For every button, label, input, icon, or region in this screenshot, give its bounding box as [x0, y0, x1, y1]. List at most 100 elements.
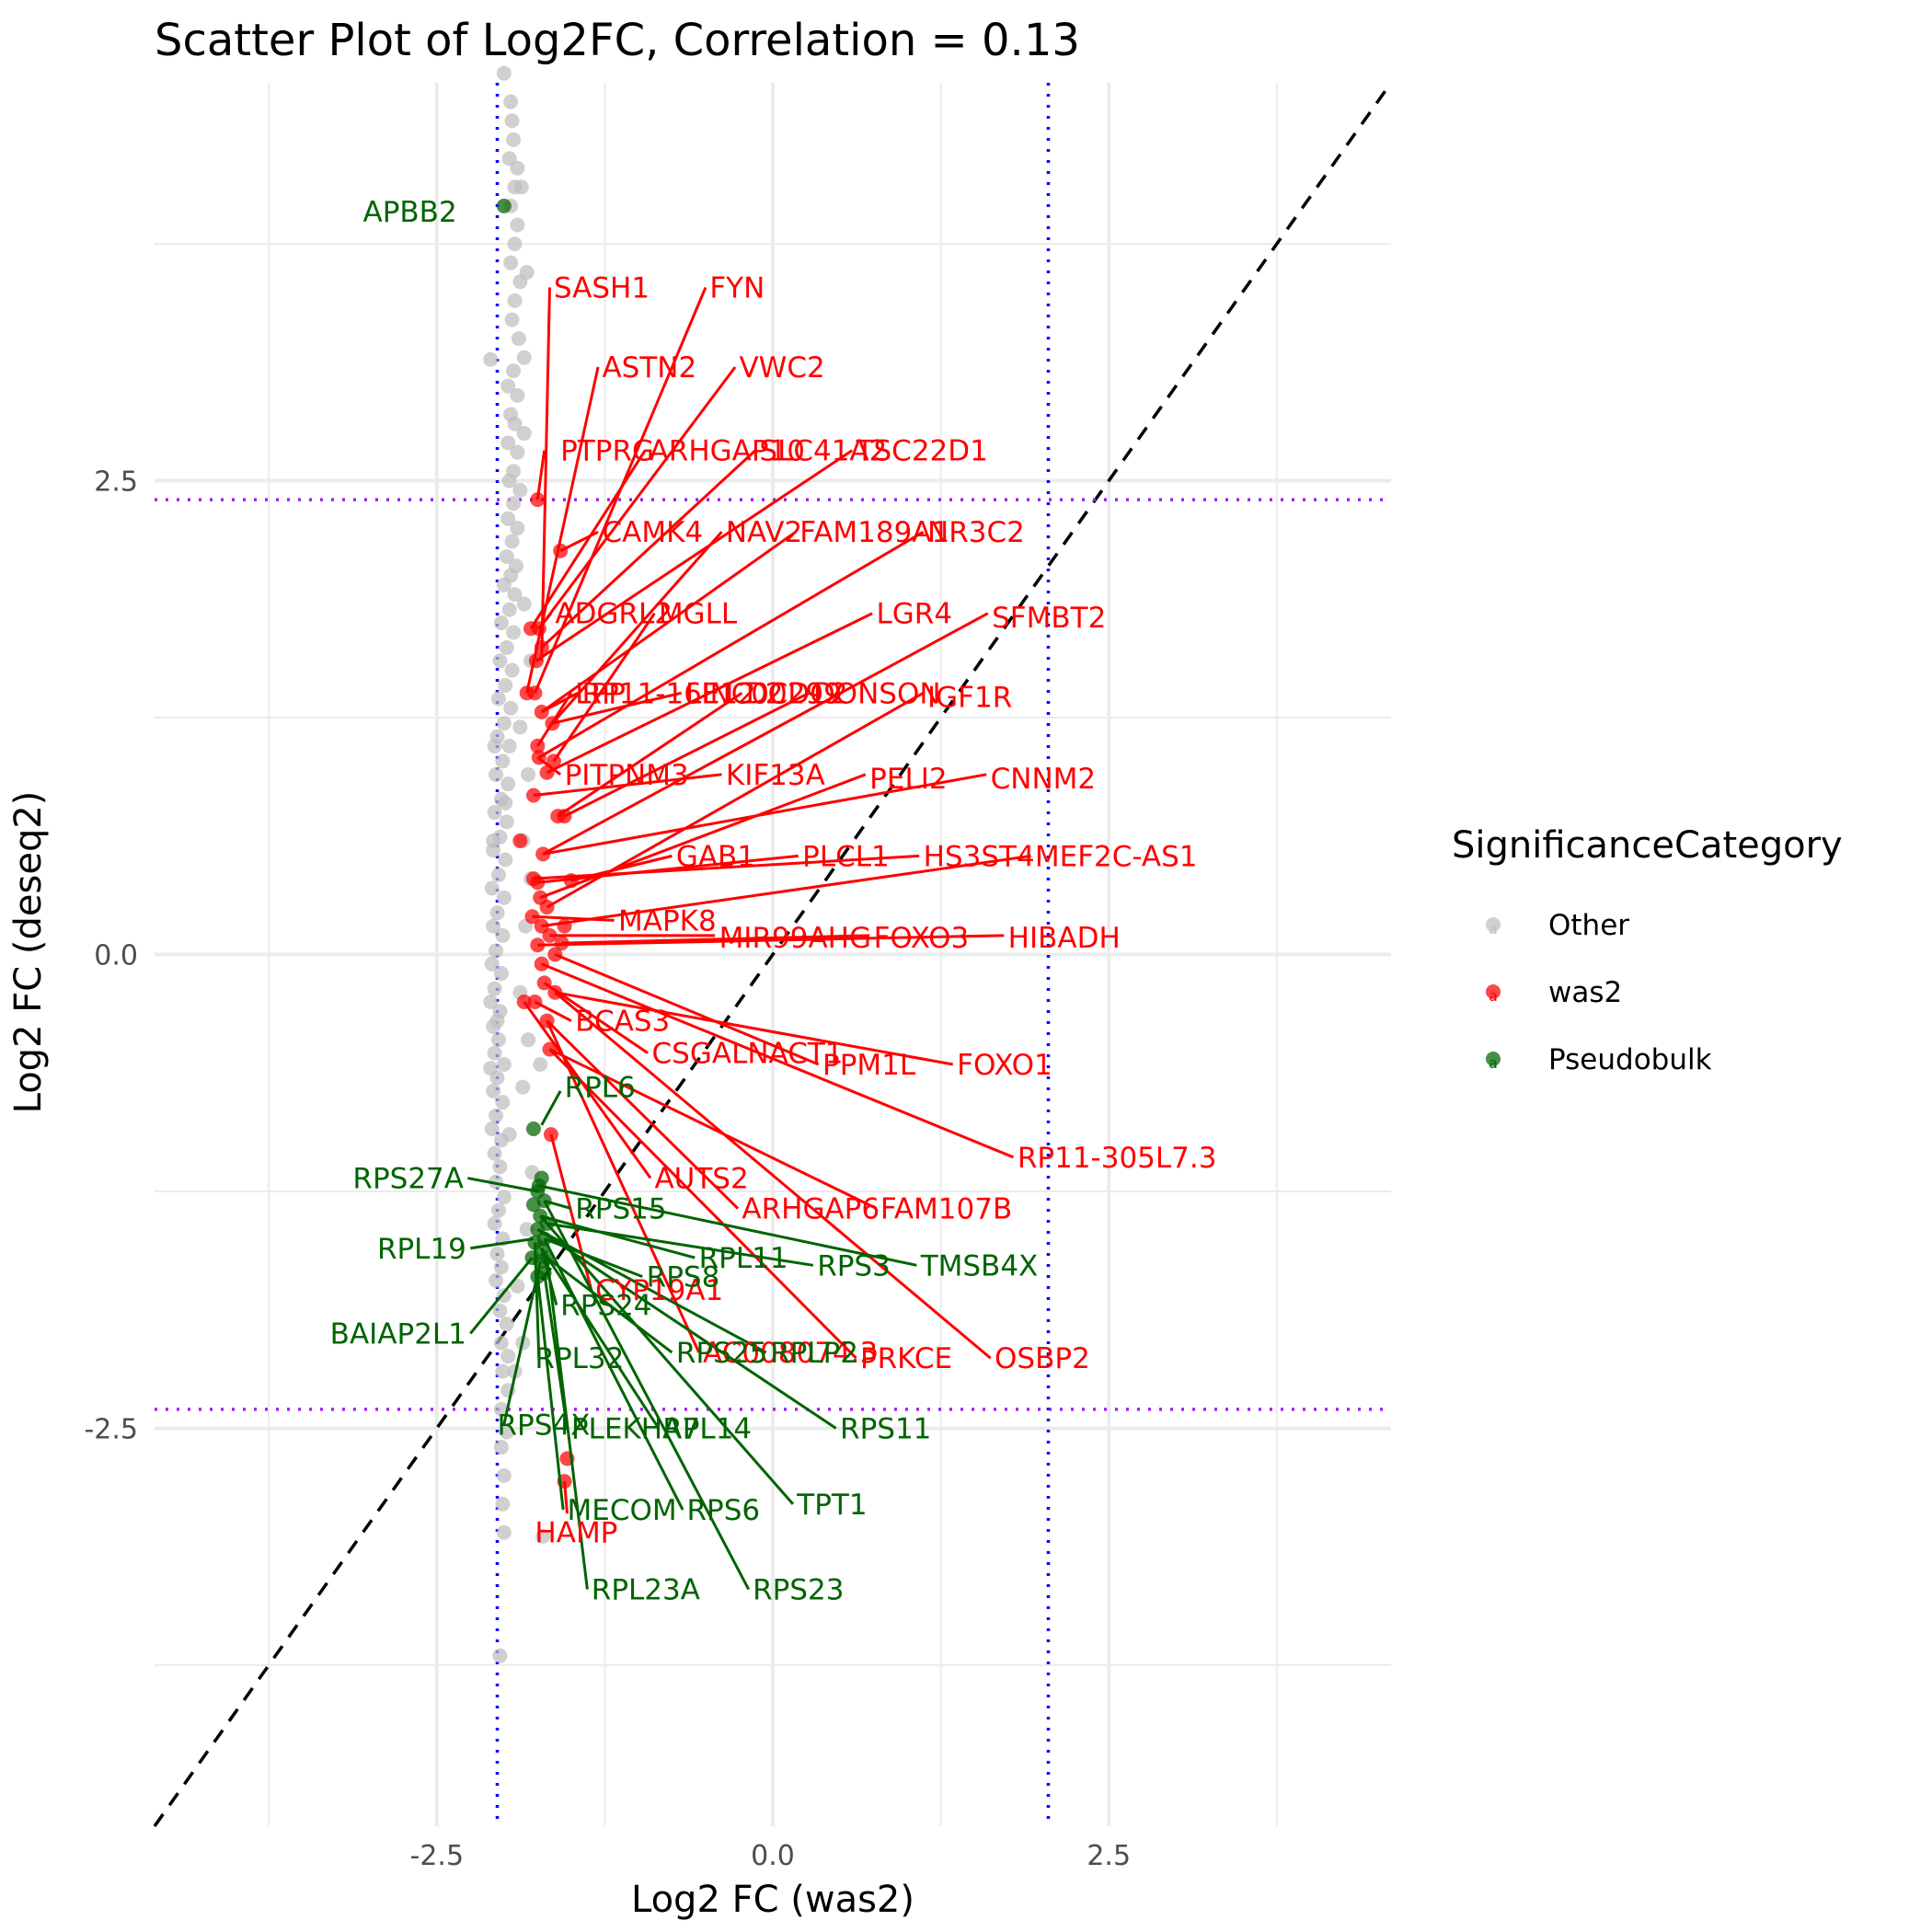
- data-point-other: [503, 255, 519, 270]
- data-point-other: [500, 511, 516, 526]
- y-tick-label: 0.0: [94, 940, 138, 972]
- label-connector-line: [546, 612, 873, 775]
- label-connector-line: [546, 1019, 740, 1210]
- data-point-other: [496, 1190, 512, 1205]
- label-connector-line: [539, 773, 867, 900]
- gene-label: RPL19: [377, 1233, 466, 1266]
- gene-label: DCDC2: [746, 677, 848, 710]
- data-point-other: [489, 1108, 504, 1123]
- data-point-other: [483, 1061, 499, 1076]
- gene-label: FOXO3: [874, 922, 970, 955]
- label-connector-line: [532, 914, 615, 922]
- label-connector-line: [552, 691, 683, 725]
- label-connector-line: [529, 449, 647, 630]
- label-connectors: [467, 286, 1031, 1591]
- label-connector-line: [467, 1177, 538, 1193]
- gene-label: AUTS2: [654, 1163, 748, 1196]
- gene-label: RP11-16E12.2: [582, 677, 784, 710]
- data-point-other: [484, 1121, 500, 1136]
- label-connector-line: [563, 691, 811, 818]
- reference-lines: [153, 81, 1393, 1828]
- label-connector-line: [546, 1019, 701, 1353]
- data-point-other: [516, 596, 532, 612]
- data-point-other: [507, 587, 523, 603]
- gene-label: PELI2: [869, 763, 947, 796]
- label-connector-line: [540, 1247, 661, 1430]
- data-point-other: [510, 217, 525, 233]
- data-point-other: [487, 805, 502, 821]
- gene-label: LGR4: [876, 598, 952, 631]
- data-point-other: [519, 264, 535, 280]
- data-point-other: [507, 236, 523, 252]
- data-point-other: [495, 1095, 511, 1110]
- label-connector-line: [544, 1199, 572, 1210]
- legend-label-other: Other: [1548, 909, 1629, 942]
- label-connector-line: [543, 1200, 751, 1591]
- gene-label: PTPRG: [560, 435, 654, 468]
- label-connector-line: [552, 612, 656, 763]
- label-connector-line: [555, 991, 954, 1066]
- gene-label: NR3C2: [927, 516, 1025, 549]
- legend-title: SignificanceCategory: [1452, 824, 1843, 867]
- label-connector-line: [536, 692, 573, 747]
- data-point-other: [496, 1467, 512, 1483]
- data-point-pseudobulk: [525, 1121, 541, 1136]
- data-point-was2: [554, 936, 569, 951]
- data-point-other: [493, 1335, 509, 1351]
- data-point-other: [492, 1159, 508, 1175]
- gene-label: TMSB4X: [920, 1249, 1039, 1282]
- data-point-other: [507, 416, 523, 431]
- legend-key-letter: a: [1489, 987, 1498, 1005]
- gene-label: MAPK8: [618, 904, 717, 937]
- gene-label: RPS4X: [498, 1409, 591, 1442]
- data-point-other: [499, 1424, 514, 1440]
- data-point-other: [493, 966, 509, 982]
- label-connector-line: [546, 1257, 589, 1590]
- data-point-other: [501, 738, 517, 753]
- data-point-other: [501, 1127, 517, 1143]
- gene-label: NAV2: [726, 516, 802, 549]
- data-point-other: [506, 496, 522, 512]
- data-point-other: [516, 426, 532, 442]
- label-connector-line: [535, 1276, 565, 1511]
- gene-label: RPL32: [535, 1342, 624, 1375]
- legend-key-other: [1486, 917, 1501, 932]
- gene-label: IGF1R: [927, 681, 1012, 714]
- data-point-other: [483, 994, 499, 1009]
- legend-key-letter: a: [1489, 920, 1498, 937]
- label-connector-line: [533, 854, 920, 880]
- gene-label: HAMP: [535, 1517, 617, 1550]
- data-point-other: [493, 1259, 509, 1275]
- label-connector-line: [551, 531, 723, 725]
- data-point-other: [507, 293, 523, 308]
- gene-label: CYP19A1: [595, 1274, 723, 1307]
- data-point-other: [500, 1349, 516, 1364]
- data-point-other: [496, 1524, 512, 1540]
- data-point-other: [499, 814, 514, 830]
- gene-label: RPS23: [753, 1574, 844, 1607]
- label-connector-line: [543, 1237, 684, 1511]
- data-point-other: [500, 435, 516, 451]
- gene-label: RPS25: [676, 1337, 767, 1370]
- gene-label: RPS15: [575, 1193, 666, 1226]
- gene-label: PITPNM3: [565, 759, 689, 792]
- data-point-other: [513, 179, 529, 195]
- gene-label: ARHGAP6: [742, 1193, 880, 1226]
- label-connector-line: [536, 756, 562, 776]
- data-point-other: [490, 1202, 506, 1218]
- legend-key-letter: a: [1489, 1054, 1498, 1072]
- label-connector-line: [537, 366, 737, 630]
- legend-key-was2: [1486, 984, 1501, 999]
- gene-label: SASH1: [554, 271, 650, 305]
- gene-label: LPP: [575, 677, 626, 710]
- label-connector-line: [540, 287, 551, 661]
- data-point-other: [511, 331, 526, 347]
- data-point-other: [533, 1056, 548, 1072]
- x-axis-ticks: -2.5 0.0 2.5: [410, 1840, 1132, 1872]
- data-point-other: [510, 444, 525, 460]
- data-point-other: [493, 1401, 509, 1417]
- data-point-other: [487, 1045, 502, 1061]
- data-point-pseudobulk: [525, 1197, 541, 1213]
- gene-label: TPT1: [796, 1489, 867, 1522]
